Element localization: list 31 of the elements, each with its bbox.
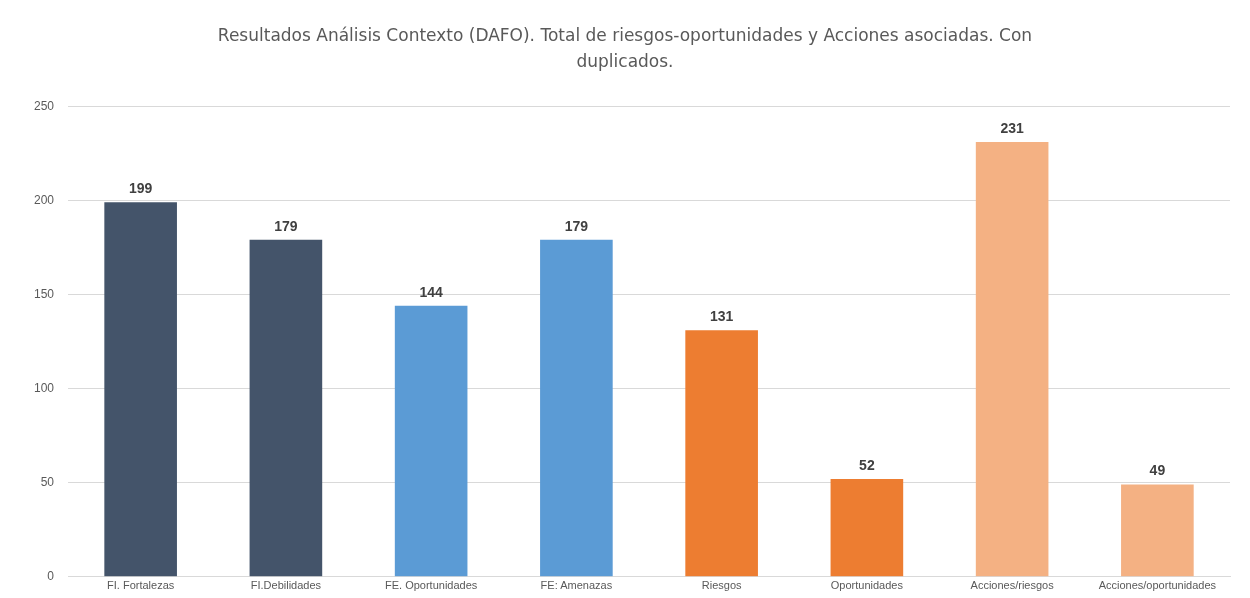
x-tick-label: Acciones/riesgos [970, 579, 1055, 592]
bar [830, 478, 904, 577]
y-tick-label: 250 [33, 98, 55, 113]
x-tick-label: FI. Fortalezas [107, 579, 175, 592]
data-label: 144 [419, 283, 444, 300]
data-label: 131 [709, 308, 734, 325]
bar [685, 330, 758, 577]
data-label: 179 [564, 217, 589, 234]
bar [975, 141, 1049, 577]
bar [394, 305, 468, 577]
data-label: 52 [859, 456, 875, 473]
bar [1121, 484, 1194, 577]
y-tick-label: 200 [33, 192, 55, 207]
x-tick-label: FE. Oportunidades [384, 579, 478, 592]
y-tick-label: 50 [40, 474, 55, 489]
x-tick-label: Acciones/oportunidades [1098, 579, 1217, 592]
data-label: 49 [1149, 462, 1166, 479]
x-tick-label: Oportunidades [830, 579, 904, 592]
bar [540, 239, 613, 577]
y-tick-label: 100 [33, 380, 55, 395]
bar [249, 239, 323, 577]
data-label: 199 [128, 180, 153, 197]
y-tick-label: 0 [47, 569, 55, 584]
y-tick-label: 150 [33, 286, 55, 301]
data-label: 179 [274, 217, 298, 234]
chart-title: Resultados Análisis Contexto (DAFO). Total de riesgos-oportunidades y Acciones asociadas. Con duplicados. [216, 24, 1034, 73]
x-tick-label: FI.Debilidades [250, 579, 322, 592]
bar [104, 202, 177, 577]
x-tick-label: Riesgos [701, 579, 742, 592]
x-tick-label: FE: Amenazas [540, 579, 613, 592]
data-label: 231 [1000, 119, 1025, 136]
